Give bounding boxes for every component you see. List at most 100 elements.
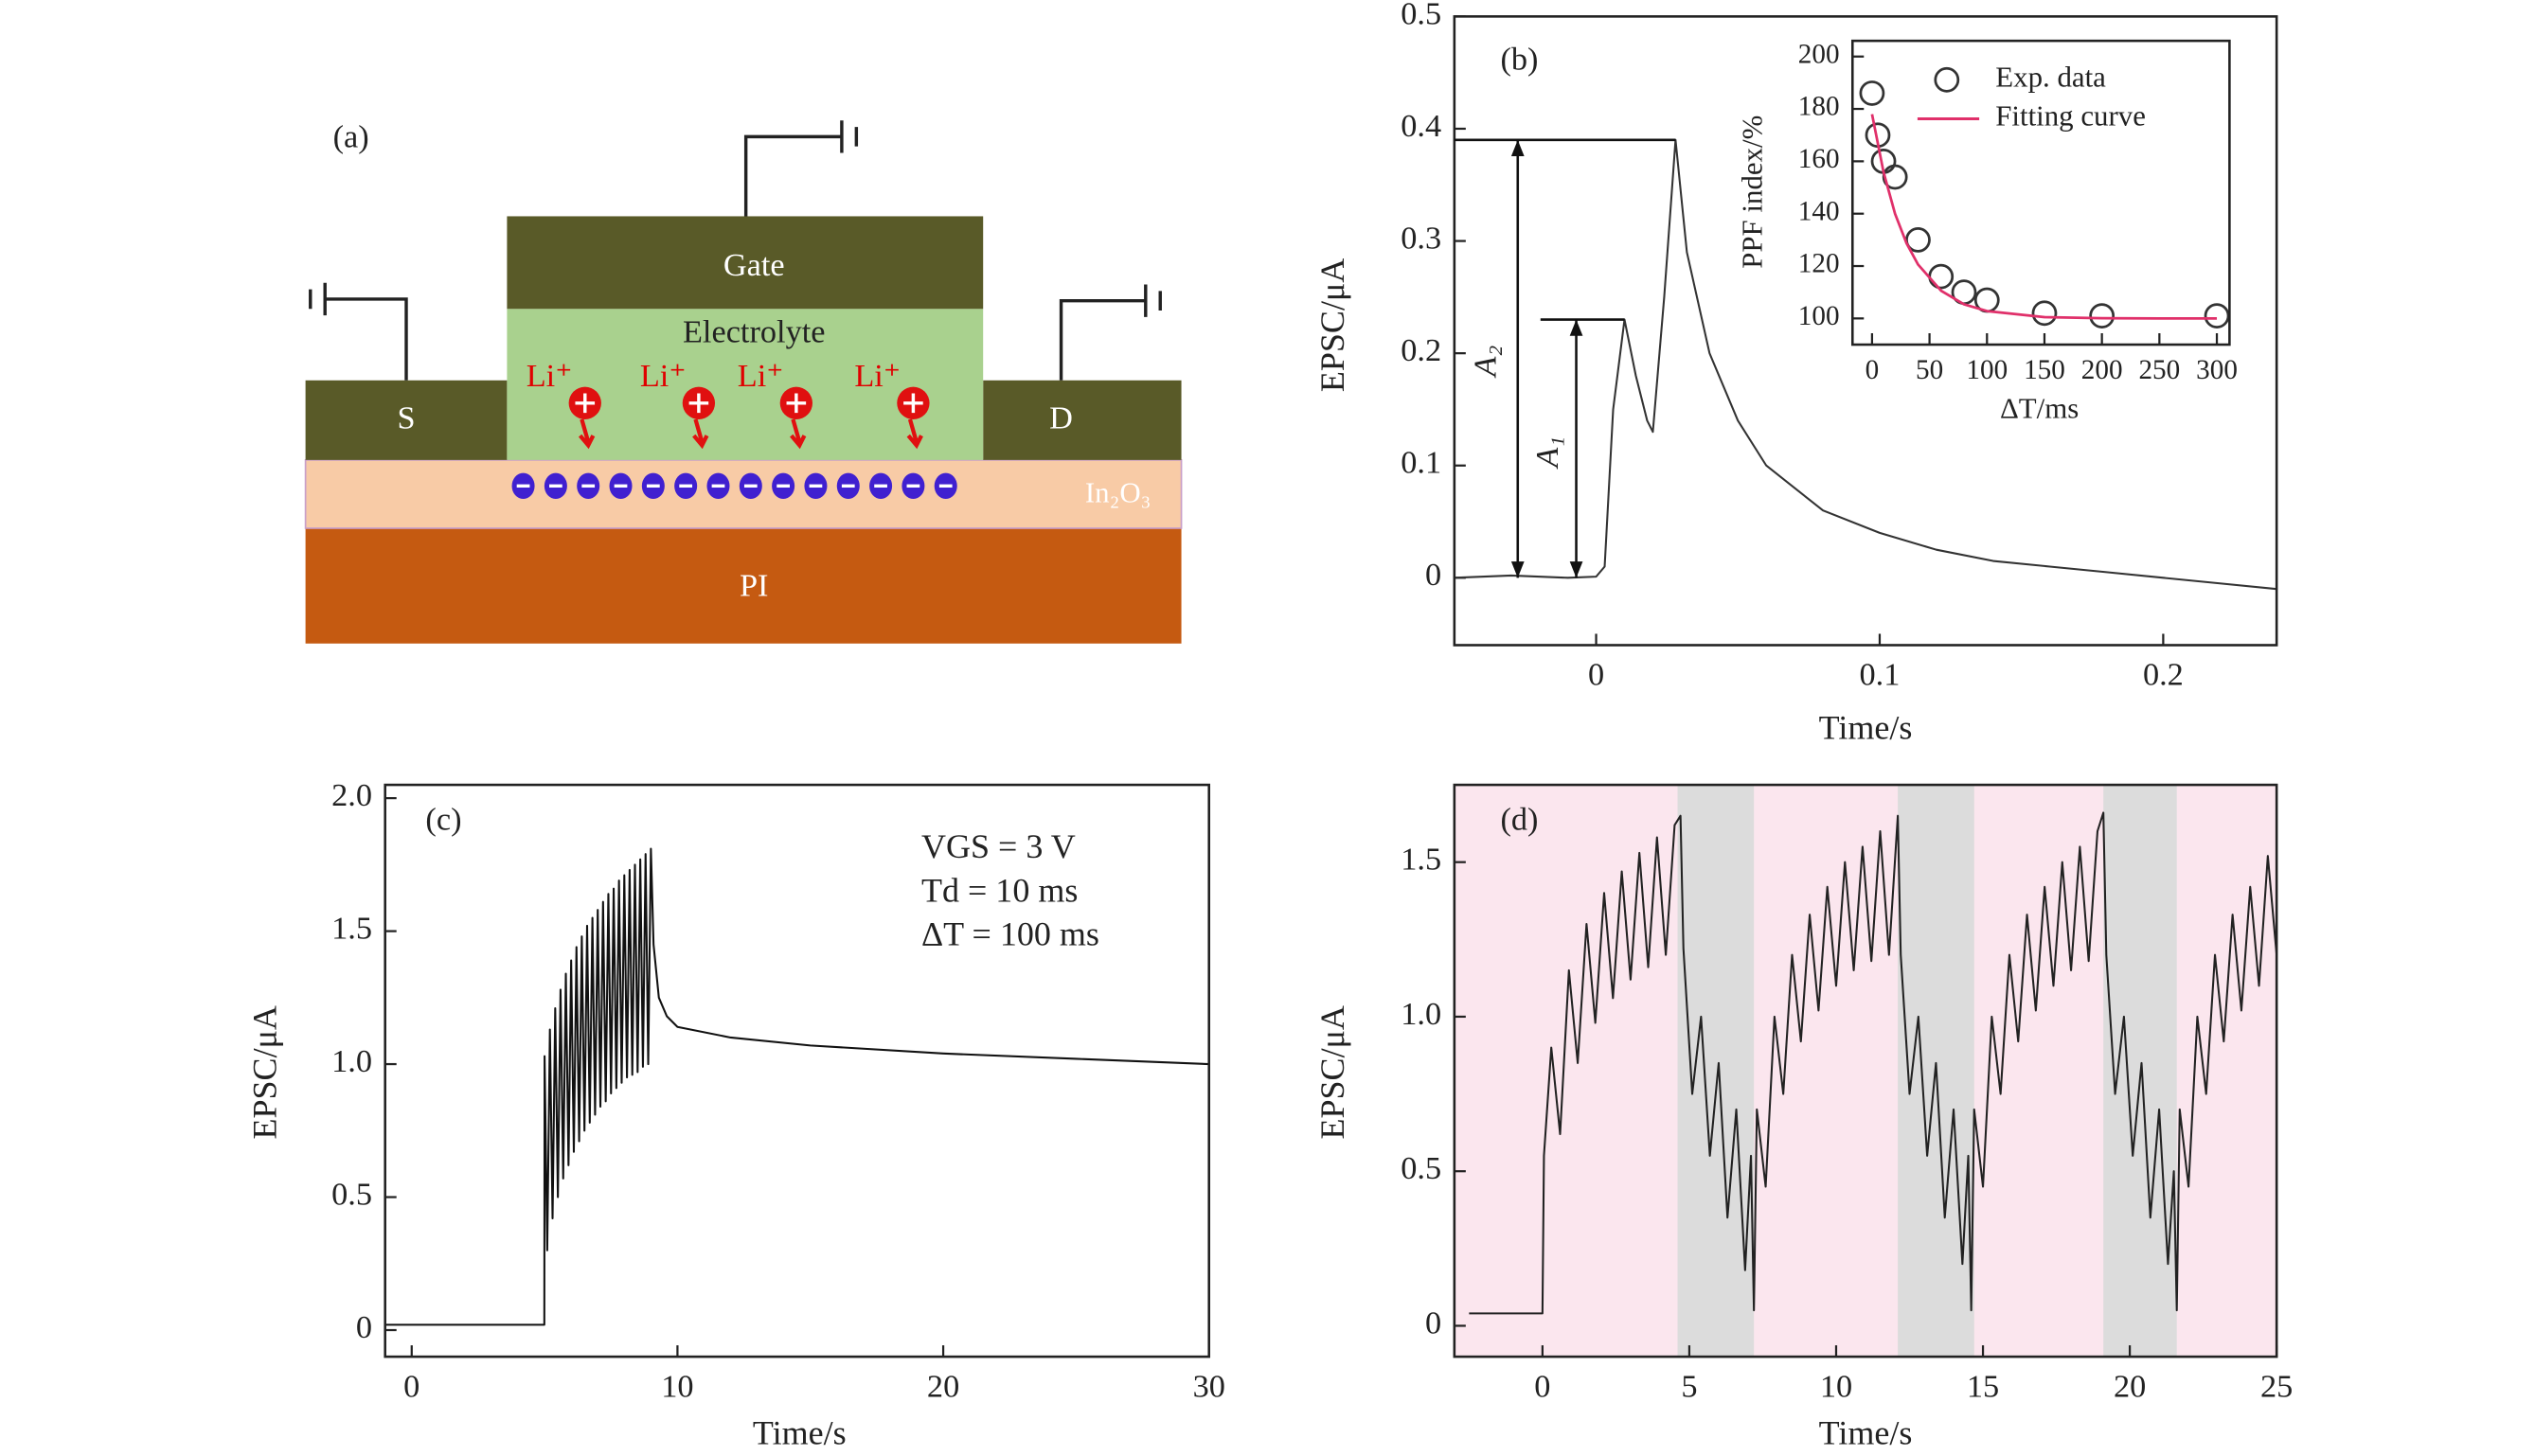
- y-tick-label: 160: [1798, 144, 1840, 174]
- ion-arrow: [906, 418, 923, 450]
- y-tick-label: 2.0: [331, 777, 372, 813]
- plot-frame: [1453, 783, 2278, 1358]
- source-label: S: [397, 400, 415, 436]
- x-tick-label: 10: [661, 1368, 693, 1404]
- y-tick-label: 1.5: [1401, 842, 1441, 878]
- panel-label: (d): [1500, 801, 1538, 837]
- ion-plus: [903, 393, 923, 414]
- annotation: Td = 10 ms: [921, 871, 1078, 909]
- annotation: A₁: [1529, 436, 1565, 470]
- ion-arrow: [692, 418, 709, 450]
- x-tick-label: 300: [2196, 355, 2238, 385]
- y-tick-label: 0.2: [1401, 332, 1441, 368]
- substrate-label: PI: [740, 567, 769, 603]
- data-point: [1905, 226, 1931, 253]
- substrate-layer: [305, 527, 1182, 644]
- x-tick-label: 150: [2024, 355, 2065, 385]
- data-line: [1469, 811, 2278, 1315]
- x-tick-label: 0.1: [1860, 657, 1901, 693]
- data-point: [2031, 300, 2058, 327]
- plot-area: [1852, 41, 2230, 346]
- x-tick-label: 100: [1966, 355, 2008, 385]
- annotation: VGS = 3 V: [921, 827, 1076, 865]
- data-line: [1454, 138, 2277, 591]
- x-tick-label: 0.2: [2143, 657, 2184, 693]
- chart-panel: 0 10 20 30 0 0.5 1.0 1.5 2.0 Time/s EPSC/μA (c) VGS …: [245, 777, 1224, 1451]
- x-axis-title: Time/s: [753, 1413, 847, 1451]
- ion-arrow: [790, 418, 807, 450]
- panel-label: (b): [1500, 41, 1538, 77]
- x-tick-label: 15: [1967, 1368, 1999, 1404]
- ion-plus: [688, 393, 709, 414]
- x-tick-label: 10: [1820, 1368, 1852, 1404]
- annotation: ΔT = 100 ms: [921, 915, 1099, 953]
- x-axis-title: Time/s: [1819, 709, 1913, 747]
- y-axis-title: PPF index/%: [1735, 115, 1768, 269]
- y-tick-label: 0.3: [1401, 220, 1441, 256]
- y-tick-label: 140: [1798, 196, 1840, 226]
- x-tick-label: 50: [1916, 355, 1943, 385]
- ion-label: Li⁺: [640, 358, 687, 394]
- wiring: [309, 120, 1162, 381]
- x-tick-label: 0: [1534, 1368, 1550, 1404]
- channel-label: In₂O₃: [1085, 476, 1151, 509]
- y-tick-label: 120: [1798, 249, 1840, 279]
- y-tick-label: 1.0: [331, 1043, 372, 1079]
- y-tick-label: 0.5: [331, 1176, 372, 1212]
- y-tick-label: 200: [1798, 39, 1840, 69]
- ion-label: Li⁺: [738, 358, 784, 394]
- panel-label: (c): [425, 801, 461, 837]
- x-axis-title: ΔT/ms: [2000, 391, 2079, 424]
- y-axis-title: EPSC/μA: [1313, 1005, 1351, 1139]
- electrolyte-label: Electrolyte: [683, 314, 826, 350]
- y-tick-label: 1.0: [1401, 996, 1441, 1032]
- drain-label: D: [1049, 400, 1073, 436]
- ion-label: Li⁺: [527, 358, 573, 394]
- y-axis-title: EPSC/μA: [245, 1005, 283, 1139]
- plot-frame: [1850, 39, 2231, 346]
- y-tick-label: 0.4: [1401, 108, 1441, 144]
- data-point: [2089, 303, 2115, 328]
- x-tick-label: 25: [2260, 1368, 2293, 1404]
- plot-frame: [384, 783, 1211, 1358]
- x-tick-label: 250: [2138, 355, 2180, 385]
- annotation: A₂: [1468, 346, 1504, 379]
- legend-label: Exp. data: [1995, 60, 2106, 93]
- x-tick-label: 20: [927, 1368, 959, 1404]
- ion-plus: [786, 393, 807, 414]
- gate-label: Gate: [723, 247, 785, 283]
- drain-electrode: [983, 380, 1182, 460]
- y-tick-label: 0: [1425, 1305, 1441, 1341]
- y-tick-label: 0.1: [1401, 445, 1441, 481]
- y-axis-title: EPSC/μA: [1313, 258, 1351, 392]
- legend-marker: [1934, 66, 1960, 93]
- y-tick-label: 0.5: [1401, 1150, 1441, 1186]
- source-electrode: [305, 380, 508, 460]
- y-tick-label: 0: [356, 1309, 372, 1345]
- ion-plus: [575, 393, 596, 414]
- data-line: [384, 847, 1209, 1326]
- chart-panel: 0 50 100 150 200 250 300100120140160180200ΔT/m…: [1735, 39, 2238, 424]
- y-tick-label: 180: [1798, 92, 1840, 122]
- x-tick-label: 0: [1588, 657, 1604, 693]
- plot-area: [384, 785, 1209, 1358]
- ion-label: Li⁺: [854, 358, 901, 394]
- electrons: [511, 472, 957, 500]
- legend-label: Fitting curve: [1995, 99, 2146, 133]
- y-tick-label: 100: [1798, 301, 1840, 331]
- x-tick-label: 200: [2081, 355, 2123, 385]
- data-point: [2204, 303, 2230, 328]
- chart-panel: 0 5 10 15 20 25 0 0.5 1.0 1.5 Time/s EPSC/μA (d): [1313, 783, 2293, 1451]
- y-tick-label: 0.5: [1401, 0, 1441, 31]
- x-tick-label: 0: [403, 1368, 420, 1404]
- data-point: [1859, 80, 1885, 106]
- ions: Li⁺ Li⁺ Li⁺ Li⁺: [527, 358, 930, 450]
- ion-arrow: [578, 418, 596, 450]
- y-tick-label: 1.5: [331, 910, 372, 946]
- x-tick-label: 0: [1866, 355, 1880, 385]
- y-tick-label: 0: [1425, 557, 1441, 593]
- data-line: [1870, 114, 2218, 320]
- shaded-band: [1677, 785, 1755, 1358]
- device-diagram: (a) Gate Electrolyte S D PI In₂O₃ Li⁺ Li⁺…: [304, 119, 1183, 644]
